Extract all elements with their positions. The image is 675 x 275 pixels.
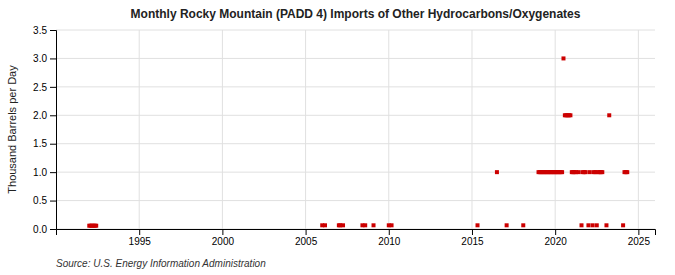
x-grid-line: [555, 30, 556, 229]
point: [580, 223, 584, 227]
point: [505, 223, 509, 227]
x-axis-line: [57, 230, 656, 236]
x-tick-label: 2015: [461, 236, 484, 247]
x-tick: 1995: [129, 229, 152, 247]
x-grid-line: [305, 30, 306, 229]
x-tick: 2005: [295, 229, 318, 247]
x-grid-line: [638, 30, 639, 229]
point: [568, 113, 572, 117]
x-axis: 1995 2000 2005 2010 2015 2020 2025: [57, 229, 656, 247]
point: [341, 223, 345, 227]
x-tick-mark: [638, 229, 639, 235]
point: [363, 223, 367, 227]
x-tick-label: 2020: [545, 236, 568, 247]
x-tick-mark: [555, 229, 556, 235]
point: [595, 223, 599, 227]
y-tick-mark: [50, 30, 56, 31]
points: [87, 56, 629, 227]
y-grid-line: [56, 200, 655, 201]
x-tick-mark: [306, 229, 307, 235]
point: [607, 113, 611, 117]
point: [625, 170, 629, 174]
x-tick: 2015: [461, 229, 484, 247]
point: [577, 170, 581, 174]
point: [584, 170, 588, 174]
y-tick-mark: [50, 58, 56, 59]
y-tick-mark: [50, 87, 56, 88]
point: [600, 170, 604, 174]
point: [586, 223, 590, 227]
point: [476, 223, 480, 227]
y-tick-mark: [50, 172, 56, 173]
y-tick-mark: [50, 229, 56, 230]
y-tick-label: 2.5: [33, 82, 47, 93]
y-grid-line: [56, 30, 655, 31]
x-tick-mark: [222, 229, 223, 235]
y-tick-mark: [50, 144, 56, 145]
x-tick-mark: [139, 229, 140, 235]
x-tick-mark: [389, 229, 390, 235]
y-tick-label: 0.5: [33, 195, 47, 206]
point: [588, 170, 592, 174]
x-tick-label: 2025: [628, 236, 651, 247]
x-tick-label: 2005: [295, 236, 318, 247]
y-axis-title: Thousand Barrels per Day: [6, 65, 18, 194]
x-grid-line: [139, 30, 140, 229]
y-grid-line: [56, 86, 655, 87]
point: [560, 170, 564, 174]
y-tick: 3.0: [33, 53, 56, 64]
point: [372, 223, 376, 227]
x-tick-label: 1995: [129, 236, 152, 247]
x-tick-label: 2000: [212, 236, 235, 247]
grid: [56, 30, 655, 229]
point: [521, 223, 525, 227]
point: [495, 170, 499, 174]
x-tick-label: 2010: [378, 236, 401, 247]
x-tick: 2010: [378, 229, 401, 247]
y-tick-label: 3.0: [33, 53, 47, 64]
y-tick: 1.0: [33, 167, 56, 178]
x-tick: 2000: [212, 229, 235, 247]
y-tick: 0.0: [33, 224, 56, 235]
y-tick: 2.0: [33, 110, 56, 121]
x-grid-line: [222, 30, 223, 229]
point: [621, 223, 625, 227]
y-axis: 0.0 0.5 1.0 1.5 2.0 2.5 3.0 3.5: [33, 25, 56, 235]
chart: 1995 2000 2005 2010 2015 2020 2025 0.0 0.5 1.0 1.5…: [0, 0, 675, 275]
y-tick-label: 1.0: [33, 167, 47, 178]
y-tick-label: 1.5: [33, 138, 47, 149]
point: [591, 223, 595, 227]
point: [390, 223, 394, 227]
title: Monthly Rocky Mountain (PADD 4) Imports …: [131, 7, 581, 21]
y-tick: 0.5: [33, 195, 56, 206]
y-tick: 3.5: [33, 25, 56, 36]
x-tick: 2020: [545, 229, 568, 247]
y-tick: 2.5: [33, 82, 56, 93]
point: [323, 223, 327, 227]
y-tick-label: 2.0: [33, 110, 47, 121]
x-grid-line: [388, 30, 389, 229]
point: [561, 56, 565, 60]
y-tick-mark: [50, 115, 56, 116]
y-tick: 1.5: [33, 138, 56, 149]
y-grid-line: [56, 143, 655, 144]
y-axis-line: [50, 31, 57, 230]
y-tick-label: 3.5: [33, 25, 47, 36]
point: [604, 223, 608, 227]
point: [94, 224, 98, 228]
y-grid-line: [56, 172, 655, 173]
x-tick: 2025: [628, 229, 651, 247]
plot-area: 1995 2000 2005 2010 2015 2020 2025 0.0 0.5 1.0 1.5…: [33, 25, 655, 247]
x-grid-line: [471, 30, 472, 229]
source-note: Source: U.S. Energy Information Administ…: [56, 258, 266, 269]
y-tick-mark: [50, 201, 56, 202]
y-tick-label: 0.0: [33, 224, 47, 235]
x-tick-mark: [472, 229, 473, 235]
